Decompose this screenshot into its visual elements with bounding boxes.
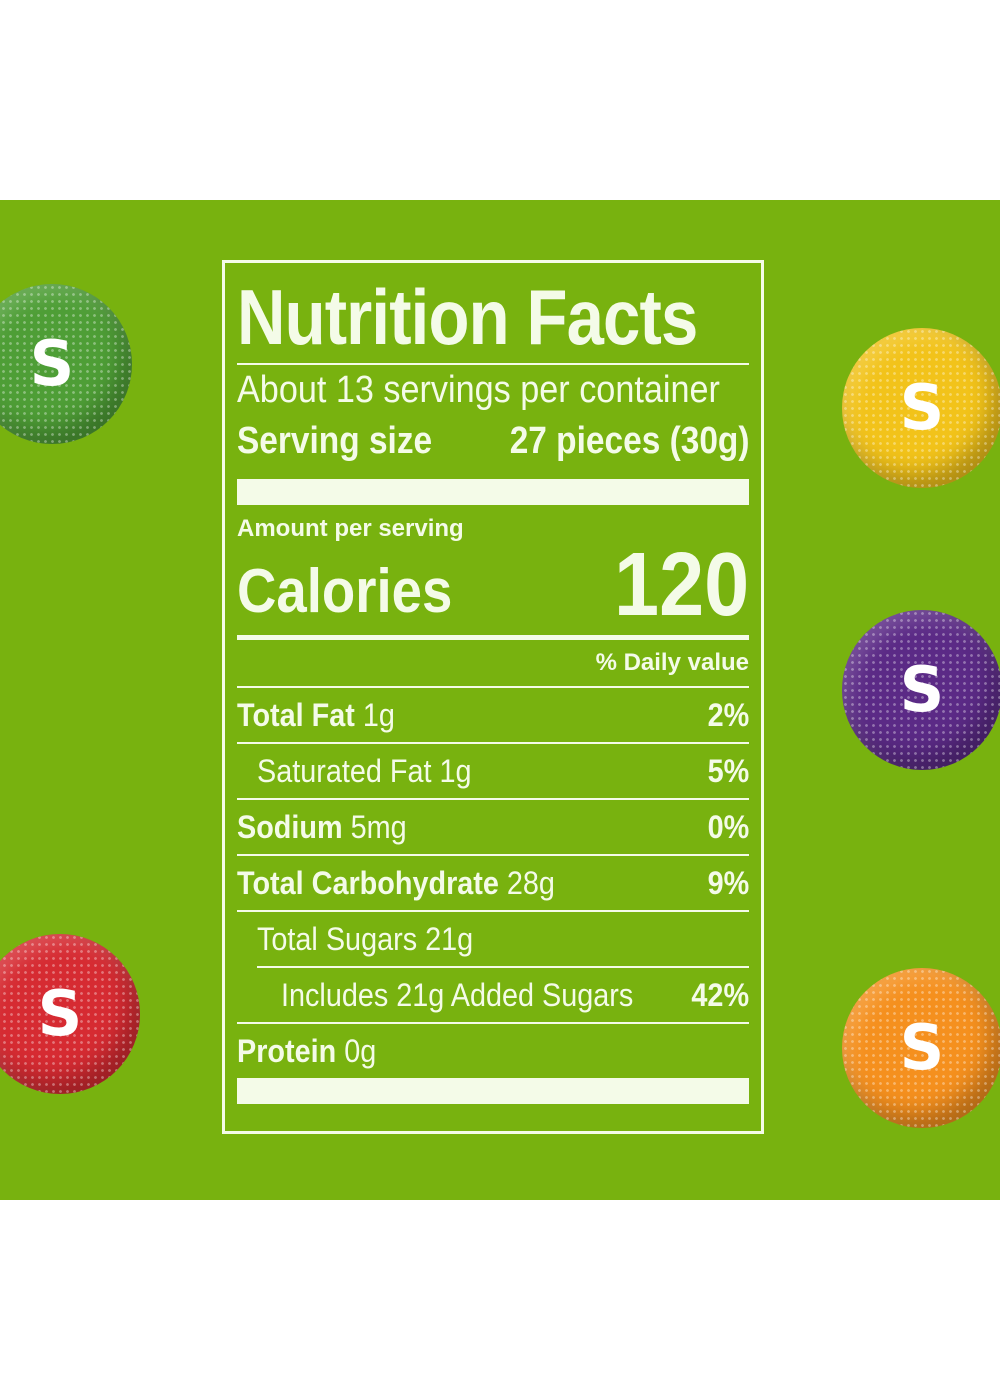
candy-speckle bbox=[0, 934, 140, 1094]
candy-logo-letter: S bbox=[899, 653, 945, 726]
divider bbox=[237, 798, 749, 800]
nutrient-amount: 0g bbox=[344, 1032, 377, 1069]
nutrient-row-sodium: Sodium 5mg 0% bbox=[237, 800, 749, 854]
medium-divider bbox=[237, 635, 749, 640]
divider bbox=[237, 1022, 749, 1024]
nutrient-amount: 1g bbox=[362, 696, 395, 733]
divider bbox=[237, 686, 749, 688]
nutrient-amount: 21g bbox=[425, 920, 474, 957]
divider bbox=[237, 910, 749, 912]
divider bbox=[257, 966, 749, 968]
calories-row: Calories 120 bbox=[237, 535, 749, 635]
nutrient-row-total-carbohydrate: Total Carbohydrate 28g 9% bbox=[237, 856, 749, 910]
nutrient-row-total-fat: Total Fat 1g 2% bbox=[237, 688, 749, 742]
candy-speckle bbox=[842, 968, 1000, 1128]
nutrient-amount: 28g bbox=[506, 864, 555, 901]
divider bbox=[237, 742, 749, 744]
red-candy-image: S bbox=[0, 934, 140, 1094]
candy-logo-letter: S bbox=[899, 371, 945, 444]
daily-value-header: % Daily value bbox=[595, 649, 749, 676]
serving-size-value: 27 pieces (30g) bbox=[509, 420, 749, 462]
candy-logo-letter: S bbox=[37, 977, 83, 1050]
calories-label: Calories bbox=[237, 557, 453, 626]
divider bbox=[237, 854, 749, 856]
servings-per-container: About 13 servings per container bbox=[237, 369, 720, 411]
nutrient-name: Includes 21g Added Sugars bbox=[281, 976, 634, 1013]
serving-size-label: Serving size bbox=[237, 420, 433, 462]
yellow-candy-image: S bbox=[842, 328, 1000, 488]
nutrient-name: Protein bbox=[237, 1032, 337, 1069]
green-candy-image: S bbox=[0, 284, 132, 444]
nutrient-name: Total Fat bbox=[237, 696, 355, 733]
candy-speckle bbox=[842, 610, 1000, 770]
divider bbox=[237, 363, 749, 365]
nutrient-name: Total Carbohydrate bbox=[237, 864, 499, 901]
nutrient-row-total-sugars: Total Sugars 21g bbox=[237, 912, 749, 966]
nutrient-amount: 5mg bbox=[350, 808, 407, 845]
nutrient-name: Saturated Fat bbox=[257, 752, 432, 789]
candy-speckle bbox=[0, 284, 132, 444]
nutrition-facts-label: Nutrition Facts About 13 servings per co… bbox=[222, 260, 764, 1134]
nutrient-daily-value: 42% bbox=[691, 976, 749, 1013]
nutrient-daily-value: 0% bbox=[707, 808, 749, 845]
thick-divider bbox=[237, 1078, 749, 1104]
candy-speckle bbox=[842, 328, 1000, 488]
nutrient-daily-value: 2% bbox=[707, 696, 749, 733]
nutrient-daily-value: 9% bbox=[707, 864, 749, 901]
nutrient-daily-value: 5% bbox=[707, 752, 749, 789]
serving-size-row: Serving size 27 pieces (30g) bbox=[237, 415, 749, 467]
nutrient-row-saturated-fat: Saturated Fat 1g 5% bbox=[237, 744, 749, 798]
candy-logo-letter: S bbox=[29, 327, 75, 400]
nutrient-row-protein: Protein 0g bbox=[237, 1024, 749, 1078]
nutrient-row-added-sugars: Includes 21g Added Sugars 42% bbox=[237, 968, 749, 1022]
thick-divider bbox=[237, 479, 749, 505]
amount-per-serving: Amount per serving bbox=[237, 515, 464, 542]
candy-logo-letter: S bbox=[899, 1011, 945, 1084]
calories-value: 120 bbox=[613, 535, 749, 635]
nutrient-name: Total Sugars bbox=[257, 920, 418, 957]
green-banner: S S S S S bbox=[0, 200, 1000, 1200]
orange-candy-image: S bbox=[842, 968, 1000, 1128]
label-title: Nutrition Facts bbox=[237, 273, 698, 361]
purple-candy-image: S bbox=[842, 610, 1000, 770]
nutrient-name: Sodium bbox=[237, 808, 343, 845]
nutrient-amount: 1g bbox=[439, 752, 472, 789]
